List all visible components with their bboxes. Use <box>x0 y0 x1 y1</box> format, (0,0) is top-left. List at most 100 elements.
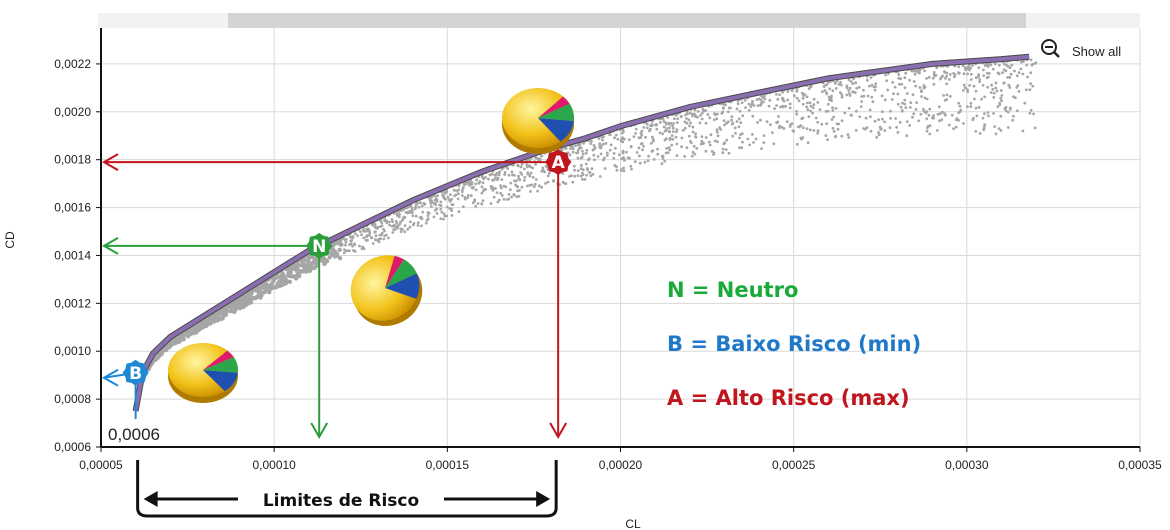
scatter-point <box>870 83 874 87</box>
scatter-point <box>513 179 516 183</box>
scatter-point <box>741 114 745 118</box>
scatter-point <box>1000 94 1004 97</box>
scatter-point <box>945 82 948 86</box>
scatter-point <box>625 150 628 154</box>
scatter-point <box>831 106 834 110</box>
scatter-point <box>286 271 291 276</box>
scatter-point <box>533 182 537 186</box>
scatter-point <box>671 137 675 141</box>
scatter-point <box>646 126 649 130</box>
scatter-point <box>376 227 379 230</box>
scatter-point <box>578 146 581 150</box>
scatter-point <box>383 229 386 233</box>
scatter-point <box>801 96 805 100</box>
scatter-point <box>1009 72 1013 76</box>
scatter-point <box>628 138 631 142</box>
scatter-point <box>414 214 418 218</box>
scatter-point <box>730 122 734 126</box>
scatter-point <box>416 224 420 227</box>
scatter-point <box>450 203 454 207</box>
scatter-point <box>564 182 568 186</box>
scatter-point <box>391 220 394 224</box>
scatter-point <box>734 131 737 135</box>
scatter-point <box>723 141 727 145</box>
scatter-point <box>969 66 972 70</box>
pie-wedge <box>385 255 404 288</box>
scatter-point <box>490 187 493 190</box>
scatter-point <box>495 191 499 195</box>
scatter-point <box>475 178 478 182</box>
pie-wedge <box>538 96 570 118</box>
scatter-point <box>402 215 406 219</box>
scatter-point <box>293 264 298 269</box>
scatter-point <box>916 70 920 74</box>
scatter-point <box>851 82 855 86</box>
scatter-point <box>982 68 985 72</box>
scatter-point <box>571 147 575 151</box>
scatter-point <box>513 194 516 197</box>
scatter-point <box>374 234 378 238</box>
scatter-point <box>975 114 979 118</box>
scatter-point <box>759 103 763 107</box>
scatter-point <box>715 128 719 132</box>
scatter-point <box>650 150 654 153</box>
scatter-point <box>718 126 722 130</box>
pie-wedge <box>203 357 238 373</box>
y-tick-label: 0,0008 <box>54 392 91 406</box>
scatter-point <box>403 224 407 228</box>
scatter-point <box>642 126 646 129</box>
scatter-point <box>809 104 813 108</box>
scatter-point <box>698 121 702 125</box>
scatter-point <box>776 120 780 124</box>
scatter-point <box>1032 112 1035 116</box>
scatter-point <box>751 100 754 104</box>
scatter-point <box>683 155 687 158</box>
scatter-point <box>897 76 901 80</box>
scatter-point <box>792 94 796 98</box>
scatter-point <box>735 107 739 111</box>
scatter-point <box>943 70 946 74</box>
scatter-point <box>997 127 1001 130</box>
scatter-point <box>445 205 449 209</box>
scatter-point <box>541 169 545 172</box>
scatter-point <box>590 167 594 171</box>
scatter-point <box>665 137 668 141</box>
scatter-point <box>176 339 181 345</box>
scatter-point <box>721 147 725 151</box>
scatter-point <box>938 112 942 116</box>
scatter-point <box>875 135 879 139</box>
scatter-point <box>751 114 755 118</box>
scatter-point <box>782 99 786 103</box>
scatter-point <box>910 69 913 73</box>
scatter-point <box>499 184 502 188</box>
scatter-point <box>708 116 712 120</box>
scatter-point <box>500 178 504 182</box>
scatter-point <box>983 112 986 115</box>
scatter-point <box>932 82 936 86</box>
scatter-point <box>301 263 306 268</box>
scatter-point <box>374 238 377 242</box>
scatter-point <box>450 197 453 201</box>
scatter-point <box>214 316 219 321</box>
scatter-point <box>700 135 704 139</box>
scatter-point <box>918 86 922 89</box>
scatter-point <box>700 117 704 121</box>
scatter-point <box>802 94 805 97</box>
scatter-point <box>547 171 551 175</box>
scatter-point <box>353 250 357 253</box>
scatter-point <box>680 136 684 140</box>
scatter-point <box>531 176 535 179</box>
scrollbar-thumb[interactable] <box>228 13 1026 28</box>
scatter-point <box>520 173 524 176</box>
scatter-point <box>249 291 254 297</box>
scatter-point <box>780 125 784 129</box>
show-all-button[interactable]: Show all <box>1041 39 1121 59</box>
scatter-point <box>781 97 785 101</box>
scatter-point <box>568 175 571 178</box>
scatter-point <box>598 142 602 145</box>
scatter-point <box>727 151 731 155</box>
scatter-point <box>920 90 923 93</box>
scatter-point <box>618 153 621 157</box>
scatter-point <box>894 117 897 120</box>
marker-label: N <box>312 237 326 257</box>
